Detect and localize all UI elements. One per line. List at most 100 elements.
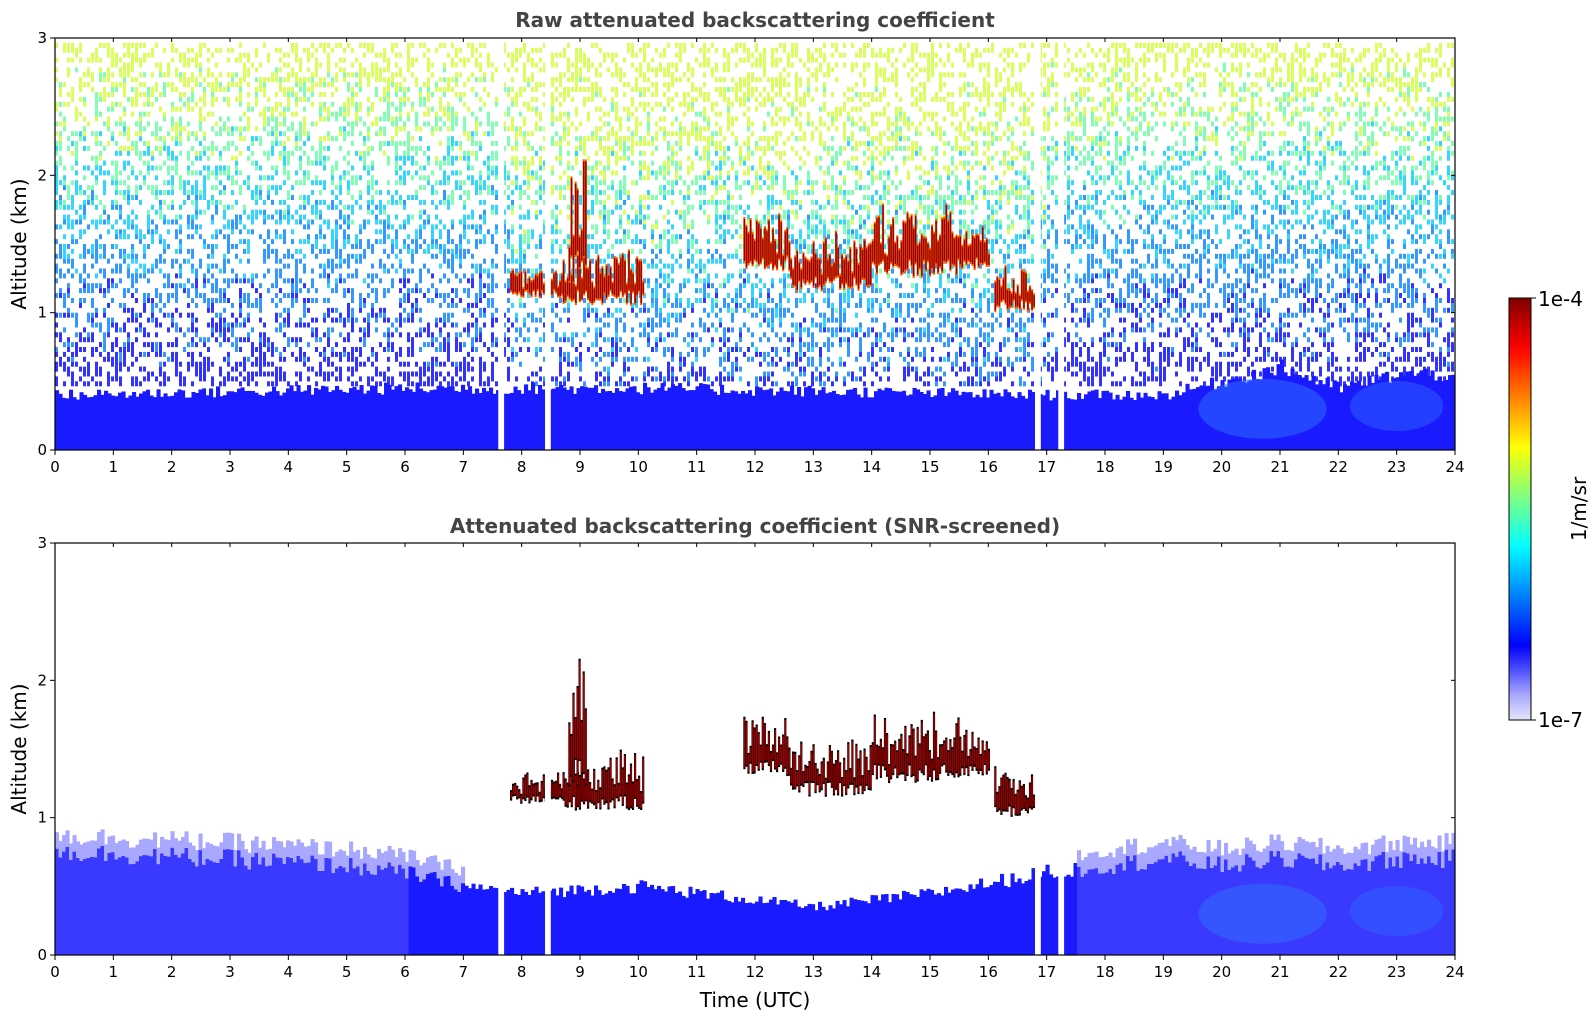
cloud-mark: [965, 731, 968, 767]
cloud-mark: [758, 223, 760, 265]
cloud-mark: [833, 765, 835, 794]
cloud-mark: [568, 247, 571, 281]
cloud-mark: [638, 777, 640, 807]
cloud-mark: [939, 236, 941, 267]
cloud-mark: [536, 276, 539, 290]
cloud-mark: [510, 273, 512, 291]
cloud-mark: [585, 161, 587, 265]
cloud-mark: [788, 749, 791, 774]
cloud-mark: [800, 270, 803, 288]
cloud-mark: [605, 771, 608, 802]
cloud-mark: [829, 747, 831, 781]
cloud-mark: [766, 231, 768, 266]
cloud-mark: [859, 752, 862, 784]
cloud-mark: [808, 763, 811, 795]
x-tick-label: 10: [629, 963, 648, 981]
cloud-mark: [555, 782, 557, 798]
cloud-mark: [1027, 799, 1029, 812]
cloud-mark: [1033, 796, 1035, 806]
cloud-mark: [579, 776, 581, 808]
cloud-mark: [751, 722, 754, 772]
cloud-mark: [859, 246, 862, 283]
panel-title: Attenuated backscattering coefficient (S…: [450, 514, 1060, 538]
cloud-mark: [794, 753, 796, 788]
cloud-mark: [616, 759, 618, 797]
cloud-mark: [640, 261, 642, 304]
cloud-mark: [955, 725, 958, 772]
cloud-mark: [894, 243, 896, 264]
cloud-mark: [1015, 795, 1017, 814]
cloud-mark: [971, 235, 974, 264]
cloud-mark: [865, 758, 868, 784]
x-tick-label: 21: [1270, 963, 1289, 981]
cloud-layer: [510, 658, 1036, 817]
cloud-mark: [522, 779, 525, 798]
cloud-mark: [581, 230, 583, 261]
x-tick-label: 15: [920, 963, 939, 981]
cloud-mark: [1008, 780, 1011, 805]
cloud-mark: [904, 727, 907, 779]
cloud-mark: [784, 231, 787, 260]
cloud-mark: [559, 785, 561, 796]
cloud-mark: [572, 694, 575, 781]
cloud-mark: [562, 774, 565, 799]
cloud-mark: [794, 257, 796, 286]
cloud-mark: [583, 254, 585, 294]
x-tick-label: 20: [1212, 458, 1231, 476]
y-axis: 0 1 2 3: [37, 29, 1455, 459]
x-tick-label: 8: [517, 963, 527, 981]
cloud-mark: [636, 258, 638, 295]
cloud-mark: [762, 239, 764, 258]
x-axis: 0 1 2 3 4 5 6 7 8 9 10 11 12 13 14 15 16 17 18 19 20 21 22 23 24: [50, 543, 1465, 981]
cloud-mark: [890, 746, 892, 778]
plot-area: [55, 38, 1455, 450]
cloud-mark: [559, 281, 561, 297]
cloud-mark: [593, 770, 595, 804]
cloud-mark: [570, 178, 573, 256]
cloud-mark: [971, 733, 974, 769]
cloud-mark: [878, 217, 880, 264]
x-tick-label: 1: [109, 458, 119, 476]
cloud-mark: [1017, 791, 1019, 814]
cloud-mark: [908, 219, 911, 260]
cloud-mark: [798, 757, 801, 791]
cloud-mark: [642, 758, 644, 802]
y-tick-label: 0: [37, 946, 47, 964]
cloud-mark: [585, 775, 587, 800]
cloud-mark: [874, 716, 876, 764]
cloud-mark: [534, 784, 537, 800]
cloud-mark: [573, 282, 575, 299]
cloud-mark: [837, 752, 839, 794]
cloud-mark: [880, 740, 882, 776]
cloud-mark: [768, 732, 770, 765]
cloud-mark: [975, 235, 978, 258]
missing-band: [545, 38, 551, 450]
cloud-mark: [634, 755, 636, 797]
cloud-mark: [628, 776, 630, 809]
snr-screened-panel: Attenuated backscattering coefficient (S…: [7, 514, 1465, 1012]
cloud-mark: [583, 780, 585, 803]
colorbar-gradient: [1508, 297, 1532, 721]
cloud-mark: [564, 780, 567, 805]
missing-band: [1058, 543, 1065, 955]
cloud-mark: [804, 258, 807, 284]
cloud-mark: [839, 764, 841, 782]
cloud-mark: [894, 742, 896, 767]
cloud-mark: [947, 752, 950, 774]
cloud-mark: [786, 228, 789, 256]
cloud-mark: [768, 221, 770, 265]
cloud-mark: [764, 228, 766, 268]
cloud-mark: [636, 781, 638, 805]
cloud-mark: [577, 774, 579, 806]
cloud-mark: [929, 249, 931, 275]
cloud-mark: [841, 779, 843, 795]
y-tick-label: 1: [37, 304, 47, 322]
cloud-mark: [743, 218, 746, 261]
cloud-mark: [603, 277, 606, 293]
x-tick-label: 14: [862, 458, 881, 476]
cloud-mark: [837, 247, 839, 276]
cloud-mark: [980, 756, 982, 769]
cloud-mark: [868, 772, 870, 788]
cloud-mark: [747, 233, 750, 264]
